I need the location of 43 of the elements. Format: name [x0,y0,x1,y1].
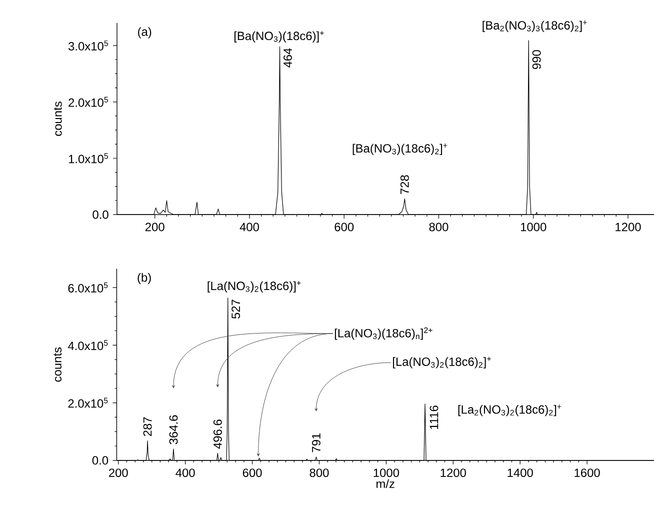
x-axis-title: m/z [376,479,394,488]
y-tick-label: 0.0 [92,210,108,219]
annotation: 464 [284,48,292,68]
annotation: [La(NO$_{3}$)$_{2}$(18c6)]$^{+}$ [208,281,301,293]
y-tick-label: 2.0x10$^{5}$ [68,96,108,107]
annotation: 496.6 [213,420,222,449]
x-tick-label: 400 [240,222,259,232]
x-tick-label: 400 [176,468,195,478]
y-tick-label: 0.0 [92,456,108,465]
annotation: [La(NO$_{3}$)$_{2}$(18c6)$_{2}$]$^{+}$ [393,356,491,368]
x-tick-label: 1000 [374,468,400,478]
annotation: 791 [312,433,320,452]
y-tick-label: 4.0x10$^{5}$ [68,340,108,350]
x-tick-label: 800 [429,222,448,232]
annotation: 1116 [430,406,438,430]
x-tick-label: 1600 [574,468,600,478]
annotation: [Ba(NO$_{3}$)(18c6)]$^{+}$ [234,31,324,42]
text: [Ba$_{2}$(NO$_{3}$)$_{3}$(18c6)$_{2}$]$^{+}$ [482,20,587,32]
y-tick-label: 3.0x10$^{5}$ [68,40,108,50]
x-tick-label: 800 [310,468,329,478]
y-tick-label: 1.0x10$^{5}$ [68,153,108,164]
x-tick-label: 1200 [616,222,641,232]
x-tick-label: 600 [334,222,354,232]
y-tick-label: 6.0x10$^{5}$ [68,282,108,292]
y-tick-label: 2.0x10$^{5}$ [68,398,108,408]
x-tick-label: 1400 [508,468,533,478]
annotation: 990 [532,50,541,70]
x-tick-label: 600 [242,468,262,478]
text: [La$_{2}$(NO$_{3}$)$_{2}$(18c6)$_{2}$]$^{+}$ [458,404,562,416]
annotation: 287 [143,417,152,436]
annotation: 364.6 [169,415,178,444]
y-axis-title: counts [54,102,62,136]
x-tick-label: 200 [108,468,128,478]
annotation: 527 [232,300,240,319]
x-tick-label: 200 [145,222,164,232]
chart-title: (a) [138,27,152,38]
chart-title: (b) [138,272,151,284]
annotation: [Ba(NO$_{3}$)(18c6)$_{2}$]$^{+}$ [352,144,448,155]
annotation: 728 [400,175,409,194]
x-tick-label: 1200 [440,468,466,478]
annotation: [La(NO$_{3}$)(18c6)$_{n}$]$^{2+}$ [334,327,432,340]
y-axis-title: counts [54,347,62,382]
x-tick-label: 1000 [520,222,546,232]
